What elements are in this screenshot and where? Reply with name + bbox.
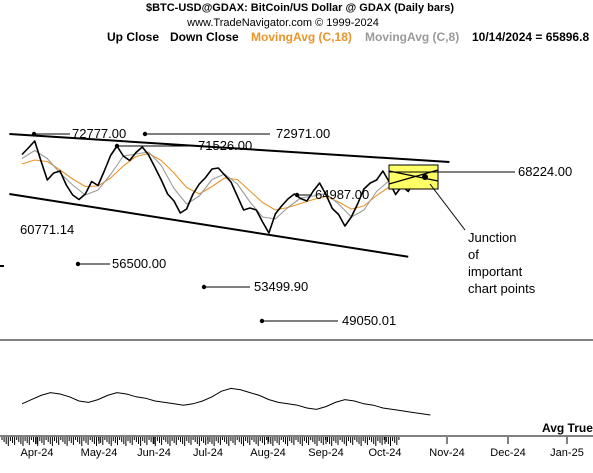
avg-true-label: Avg True	[542, 421, 593, 435]
copyright-text: www.TradeNavigator.com © 1999-2024	[186, 17, 379, 29]
price-label-72971-00: 72971.00	[276, 126, 330, 141]
price-label-60771-14: 60771.14	[20, 222, 74, 237]
legend-up-close: Up Close	[107, 30, 159, 44]
x-tick-label-Jan-25: Jan-25	[550, 447, 584, 459]
series-line-movingavg-c-8	[21, 149, 422, 220]
x-tick-label-Dec-24: Dec-24	[490, 447, 525, 459]
price-label-56500-00: 56500.00	[112, 256, 166, 271]
price-label-53499-90: 53499.90	[254, 279, 308, 294]
price-label-68224-00: 68224.00	[518, 164, 572, 179]
annotation-line-1: Junction	[468, 230, 516, 245]
annotation-line-4: chart points	[468, 281, 536, 296]
trendline-lower-support	[9, 193, 409, 258]
series-line-up-close	[21, 140, 422, 234]
x-tick-label-Oct-24: Oct-24	[368, 447, 401, 459]
annotation-line-3: important	[468, 264, 523, 279]
x-tick-label-Apr-24: Apr-24	[20, 447, 53, 459]
x-tick-label-Sep-24: Sep-24	[308, 447, 343, 459]
chart-title: $BTC-USD@GDAX: BitCoin/US Dollar @ GDAX …	[146, 2, 454, 14]
price-label-64987-00: 64987.00	[315, 187, 369, 202]
annotation-arrow	[429, 183, 466, 231]
legend-ma8: MovingAvg (C,8)	[365, 30, 459, 44]
x-tick-label-Jul-24: Jul-24	[193, 447, 223, 459]
last-value: 10/14/2024 = 65896.8	[472, 30, 589, 44]
price-label-72777-00: 72777.00	[72, 126, 126, 141]
junction-annotation: Junction of important chart points	[468, 230, 536, 296]
avg-true-range-line	[21, 387, 431, 416]
x-tick-label-Aug-24: Aug-24	[250, 447, 285, 459]
legend-down-close: Down Close	[170, 30, 239, 44]
trendline-upper-resistance	[9, 133, 450, 163]
price-label-49050-01: 49050.01	[342, 313, 396, 328]
junction-cross-line-1	[388, 170, 439, 182]
annotation-line-2: of	[468, 247, 479, 262]
x-tick-label-May-24: May-24	[81, 447, 118, 459]
series-line-movingavg-c-18	[21, 152, 422, 211]
x-tick-label-Nov-24: Nov-24	[429, 447, 464, 459]
legend-ma18: MovingAvg (C,18)	[251, 30, 352, 44]
junction-point	[422, 174, 428, 180]
x-tick-label-Jun-24: Jun-24	[137, 447, 171, 459]
price-label-71526-00: 71526.00	[198, 138, 252, 153]
